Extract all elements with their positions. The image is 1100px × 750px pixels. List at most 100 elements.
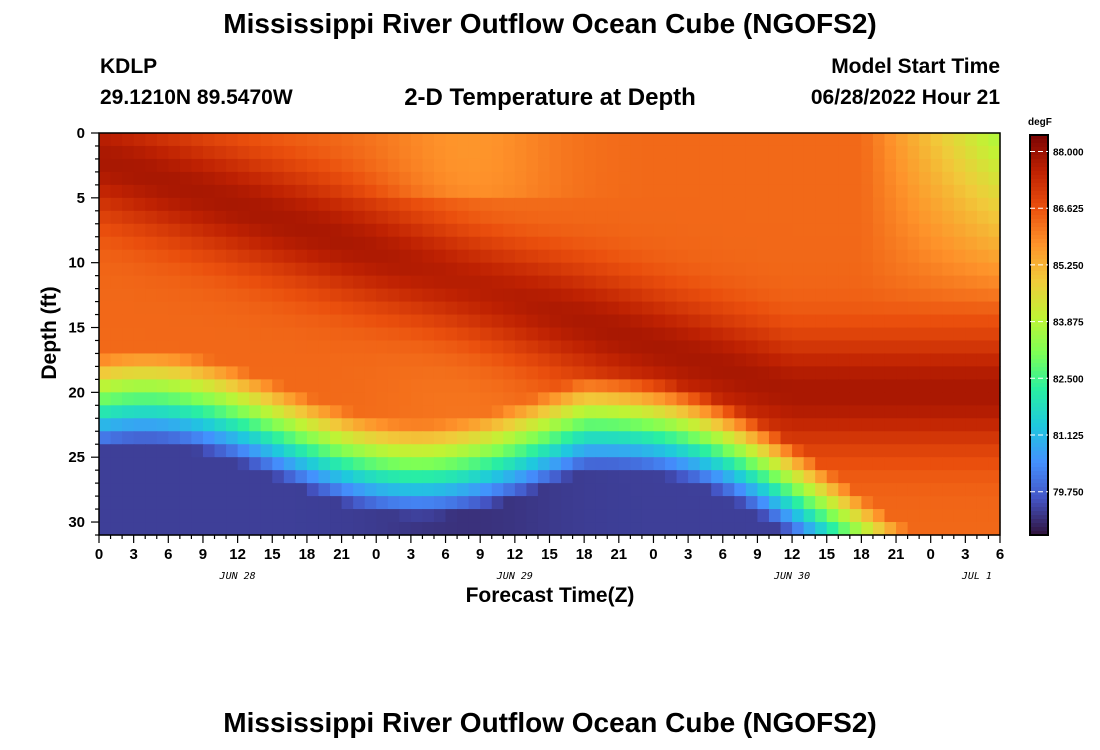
heatmap-cell [665,353,678,368]
colorbar-swatch [1030,383,1048,388]
heatmap-cell [491,158,504,173]
heatmap-cell [872,418,886,432]
heatmap-cell [306,431,320,445]
heatmap-cell [872,496,886,510]
heatmap-cell [641,444,655,458]
heatmap-cell [572,301,585,316]
colorbar-swatch [1030,171,1048,176]
heatmap-cell [364,184,377,199]
heatmap-cell [110,457,123,471]
heatmap-cell [179,522,193,536]
heatmap-cell [849,158,862,173]
heatmap-cell [734,171,747,186]
heatmap-cell [653,405,666,419]
heatmap-cell [872,171,886,186]
heatmap-cell [445,405,458,419]
heatmap-cell [249,340,262,355]
heatmap-cell [353,522,366,536]
heatmap-cell [168,223,181,238]
heatmap-cell [226,392,239,406]
heatmap-cell [792,145,805,160]
heatmap-cell [387,457,400,471]
heatmap-cell [376,340,389,355]
heatmap-cell [283,483,296,497]
heatmap-cell [803,223,816,238]
x-tick-label: 21 [888,546,905,563]
heatmap-cell [99,392,112,406]
heatmap-cell [387,496,400,510]
heatmap-cell [445,288,458,303]
heatmap-cell [445,483,458,497]
heatmap-cell [168,418,181,432]
heatmap-cell [930,184,943,199]
heatmap-cell [156,483,169,497]
heatmap-cell [688,405,701,419]
colorbar-swatch [1030,279,1048,284]
heatmap-cell [283,353,296,368]
heatmap-cell [699,418,712,432]
heatmap-cell [110,418,123,432]
heatmap-cell [468,392,481,406]
heatmap-cell [514,249,527,264]
heatmap-cell [896,145,909,160]
x-tick-label: 6 [996,546,1004,563]
heatmap-cell [491,483,504,497]
heatmap-cell [884,496,897,510]
heatmap-cell [653,444,666,458]
heatmap-cell [919,314,932,329]
heatmap-cell [295,470,308,484]
heatmap-cell [503,457,516,471]
heatmap-cell [572,133,585,147]
heatmap-cell [168,340,181,355]
heatmap-cell [676,236,689,251]
heatmap-cell [849,145,862,160]
x-axis: 0 3 6 9 12 15 18 21 0 3 6 9 12 15 18 21 0 3 6 9 12 15 18 21 0 3 6J… [95,535,1004,582]
heatmap-cell [237,301,250,316]
heatmap-cell [653,522,666,536]
heatmap-cell [665,275,678,290]
colorbar-swatch [1030,483,1048,488]
heatmap-cell [965,444,978,458]
heatmap-cell [122,223,135,238]
heatmap-cell [179,418,193,432]
heatmap-cell [711,288,724,303]
heatmap-cell [457,379,470,393]
heatmap-cell [561,171,574,186]
heatmap-cell [676,249,689,264]
heatmap-cell [757,327,770,342]
heatmap-cell [930,275,943,290]
heatmap-cell [226,314,239,329]
heatmap-cell [122,496,135,510]
heatmap-cell [976,379,990,393]
heatmap-cell [607,288,620,303]
heatmap-cell [457,470,470,484]
heatmap-cell [249,210,262,225]
heatmap-cell [711,236,724,251]
heatmap-cell [953,392,966,406]
heatmap-cell [387,314,400,329]
heatmap-cell [838,418,851,432]
heatmap-cell [468,197,481,212]
heatmap-cell [503,392,516,406]
heatmap-cell [815,171,828,186]
heatmap-cell [422,158,435,173]
heatmap-cell [641,522,655,536]
heatmap-cell [722,197,735,212]
heatmap-cell [468,210,481,225]
heatmap-cell [953,288,966,303]
heatmap-cell [249,249,262,264]
heatmap-cell [399,340,412,355]
heatmap-cell [272,145,285,160]
heatmap-cell [399,236,412,251]
colorbar-swatch [1030,503,1048,508]
colorbar-swatch [1030,291,1048,296]
heatmap-cell [145,184,158,199]
heatmap-cell [826,405,839,419]
heatmap-cell [745,470,759,484]
heatmap-cell [930,418,943,432]
colorbar-swatch [1030,519,1048,524]
heatmap-cell [768,457,782,471]
heatmap-cell [792,262,805,277]
heatmap-cell [514,145,527,160]
heatmap-cell [907,522,920,536]
